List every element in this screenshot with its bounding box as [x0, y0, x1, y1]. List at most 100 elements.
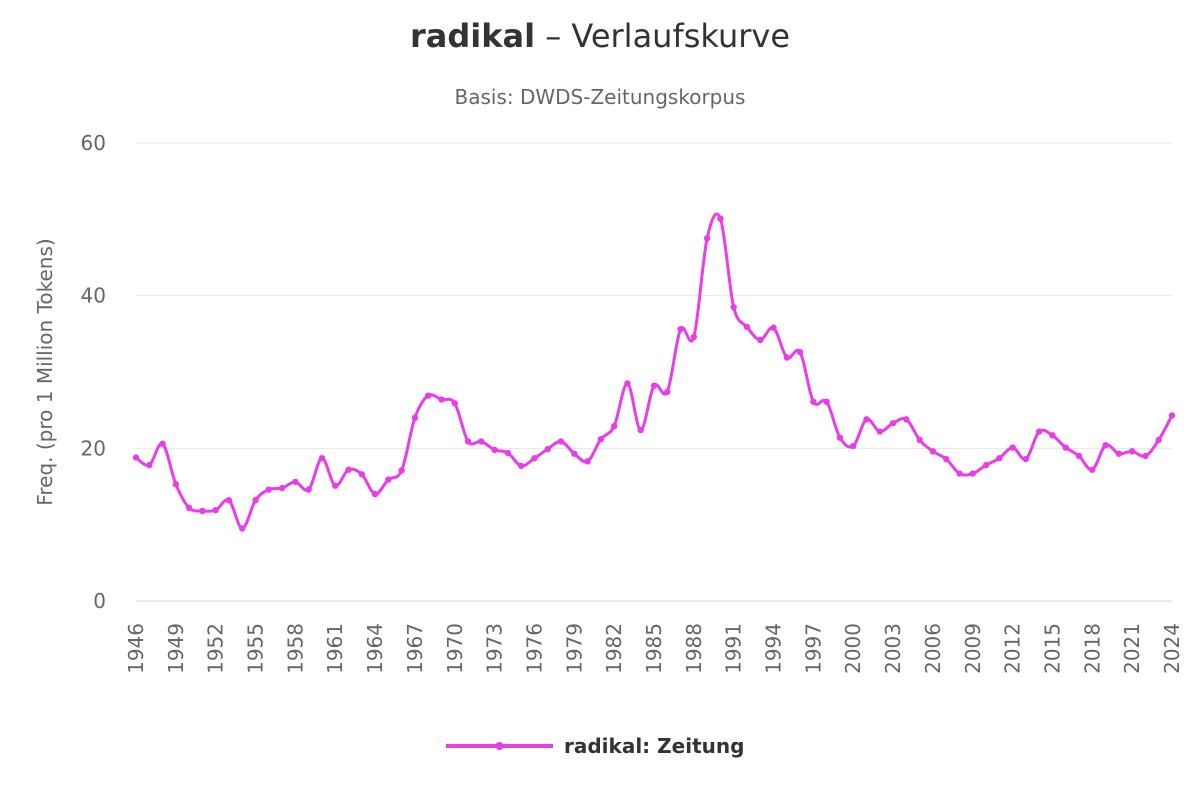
series-point[interactable]	[371, 490, 379, 498]
y-tick-label: 60	[81, 131, 106, 155]
series-point[interactable]	[610, 422, 618, 430]
series-point[interactable]	[1142, 452, 1149, 460]
x-tick-label: 1979	[562, 623, 586, 674]
series-point[interactable]	[982, 461, 990, 469]
series-point[interactable]	[557, 438, 565, 445]
series-layer	[132, 212, 1176, 532]
series-point[interactable]	[690, 333, 698, 341]
y-tick-label: 0	[93, 589, 106, 613]
series-point[interactable]	[1049, 432, 1056, 439]
series-point[interactable]	[664, 388, 671, 396]
series-point[interactable]	[571, 450, 578, 457]
series-line[interactable]	[134, 212, 1174, 530]
series-point[interactable]	[318, 455, 326, 462]
y-tick-label: 20	[81, 436, 106, 460]
series-point[interactable]	[836, 434, 844, 441]
chart-title: radikal – Verlaufskurve	[410, 17, 790, 55]
series-point[interactable]	[770, 324, 777, 331]
series-point[interactable]	[278, 484, 286, 492]
series-point[interactable]	[425, 392, 432, 399]
series-point[interactable]	[796, 348, 804, 356]
series-point[interactable]	[929, 448, 937, 455]
series-point[interactable]	[478, 438, 485, 445]
series-point[interactable]	[1102, 442, 1109, 449]
series-point[interactable]	[451, 400, 458, 407]
series-point[interactable]	[1115, 450, 1123, 457]
series-point[interactable]	[199, 507, 206, 515]
series-point[interactable]	[650, 382, 658, 389]
series-point[interactable]	[916, 436, 923, 444]
series-point[interactable]	[850, 442, 857, 450]
x-tick-label: 1982	[602, 623, 626, 674]
series-point[interactable]	[969, 470, 976, 477]
series-point[interactable]	[544, 445, 551, 453]
x-tick-label: 1973	[483, 623, 507, 674]
series-point[interactable]	[1128, 448, 1136, 455]
series-point[interactable]	[823, 398, 830, 405]
series-point[interactable]	[385, 476, 392, 483]
series-point[interactable]	[810, 398, 817, 405]
x-tick-label: 1991	[722, 623, 746, 674]
series-point[interactable]	[889, 419, 897, 427]
series-point[interactable]	[292, 478, 299, 486]
series-point[interactable]	[411, 414, 419, 421]
series-point[interactable]	[783, 354, 791, 361]
series-point[interactable]	[1075, 452, 1083, 460]
series-point[interactable]	[757, 336, 764, 344]
series-point[interactable]	[345, 466, 352, 473]
series-point[interactable]	[504, 449, 512, 457]
x-tick-label: 2024	[1160, 623, 1184, 674]
series-point[interactable]	[597, 435, 605, 443]
series-point[interactable]	[677, 326, 684, 333]
series-point[interactable]	[743, 323, 751, 331]
x-tick-label: 1988	[682, 623, 706, 674]
series-point[interactable]	[863, 416, 870, 423]
series-point[interactable]	[332, 482, 339, 489]
series-point[interactable]	[624, 380, 631, 387]
series-point[interactable]	[876, 428, 883, 435]
x-tick-label: 1955	[244, 623, 268, 674]
series-point[interactable]	[225, 497, 233, 504]
series-point[interactable]	[132, 454, 140, 461]
series-point[interactable]	[185, 504, 193, 512]
series-point[interactable]	[1009, 444, 1016, 451]
series-point[interactable]	[1035, 428, 1043, 435]
series-point[interactable]	[1022, 455, 1030, 463]
series-point[interactable]	[398, 467, 405, 474]
series-point[interactable]	[956, 470, 963, 477]
x-tick-label: 1958	[283, 623, 307, 674]
chart-title-rest: – Verlaufskurve	[535, 17, 790, 55]
x-tick-label: 1970	[443, 623, 467, 674]
series-point[interactable]	[146, 461, 153, 469]
series-point[interactable]	[637, 426, 644, 434]
series-point[interactable]	[584, 458, 591, 465]
series-point[interactable]	[239, 525, 246, 532]
series-point[interactable]	[358, 471, 365, 478]
series-point[interactable]	[464, 438, 472, 445]
series-point[interactable]	[491, 446, 498, 454]
series-point[interactable]	[903, 416, 910, 423]
series-point[interactable]	[172, 481, 180, 488]
chart-subtitle: Basis: DWDS-Zeitungskorpus	[455, 85, 746, 109]
legend[interactable]: radikal: Zeitung	[446, 734, 744, 758]
series-point[interactable]	[531, 455, 538, 462]
legend-label[interactable]: radikal: Zeitung	[564, 734, 744, 758]
series-point[interactable]	[438, 396, 445, 403]
series-point[interactable]	[943, 455, 950, 463]
series-point[interactable]	[1168, 412, 1176, 419]
series-point[interactable]	[252, 497, 259, 504]
grid-layer	[136, 142, 1172, 602]
series-point[interactable]	[703, 235, 711, 242]
series-point[interactable]	[517, 462, 525, 470]
series-point[interactable]	[265, 486, 273, 493]
series-point[interactable]	[730, 303, 737, 311]
series-point[interactable]	[717, 215, 724, 222]
series-point[interactable]	[212, 506, 219, 514]
series-point[interactable]	[159, 440, 166, 447]
series-point[interactable]	[1155, 436, 1162, 444]
series-point[interactable]	[1062, 444, 1069, 451]
x-tick-label: 2021	[1120, 623, 1144, 674]
series-point[interactable]	[305, 486, 312, 493]
series-point[interactable]	[996, 455, 1003, 462]
series-point[interactable]	[1089, 466, 1096, 473]
